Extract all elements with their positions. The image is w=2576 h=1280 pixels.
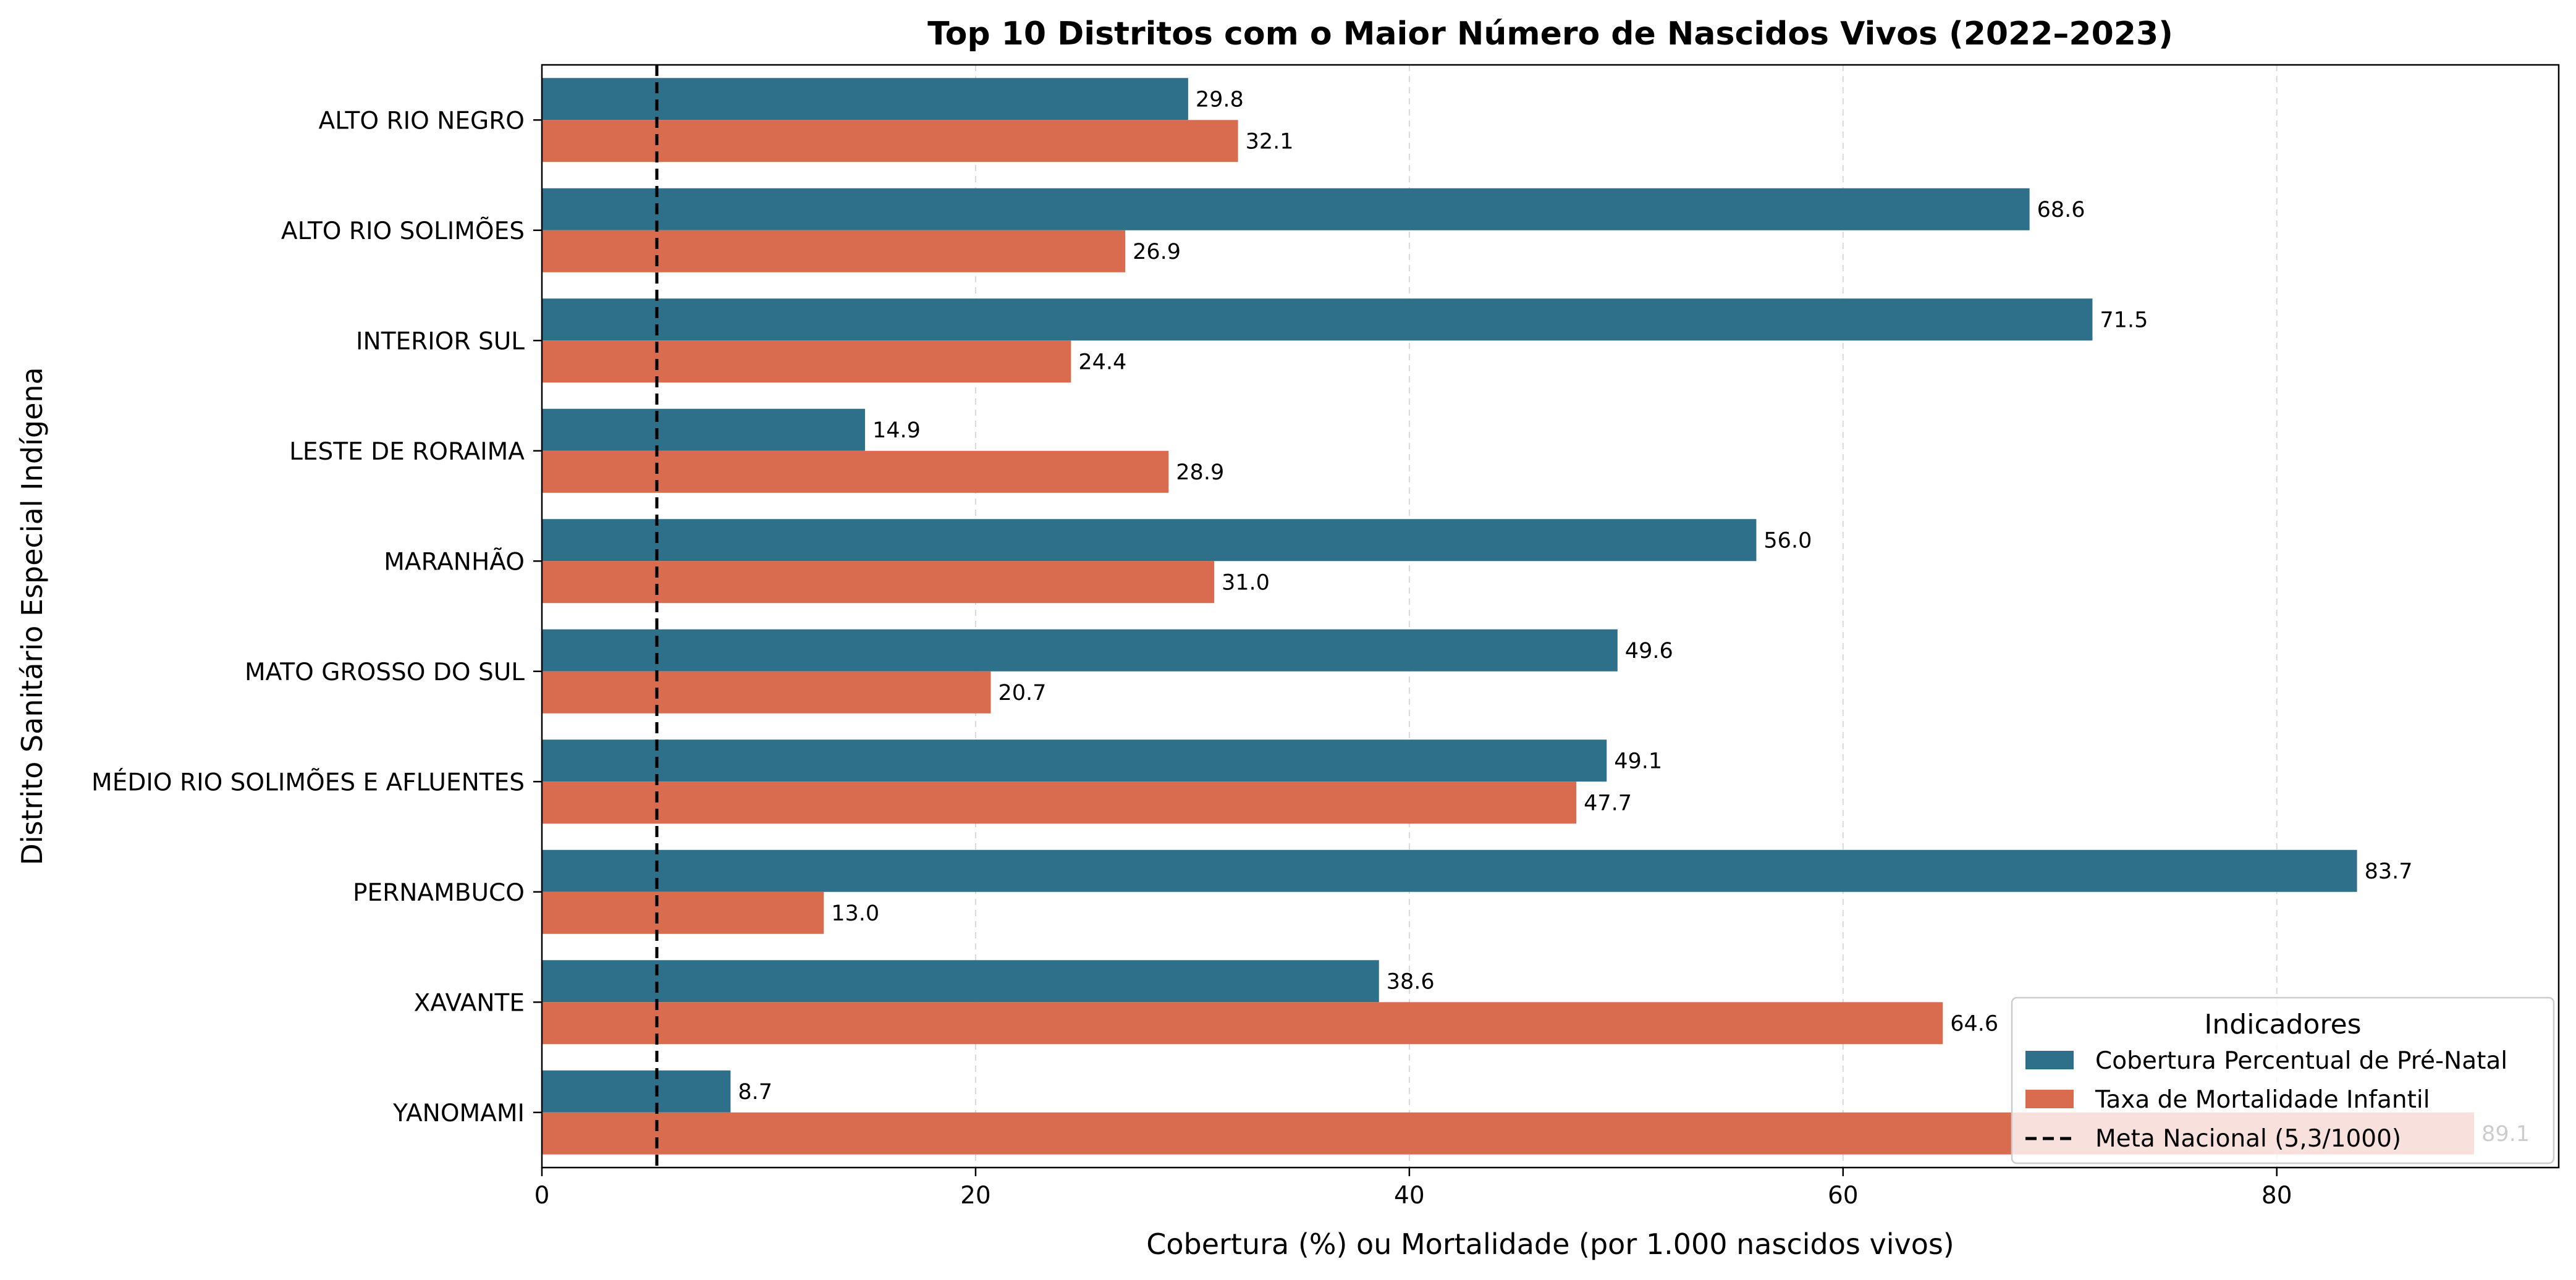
bar-prenatal-coverage bbox=[542, 188, 2030, 230]
data-label: 20.7 bbox=[999, 681, 1047, 705]
axes: 0 20 40 60 80 ALTO RIO NEGRO ALTO RIO SOLIMÕES… bbox=[91, 107, 2292, 1210]
x-axis-label: Cobertura (%) ou Mortalidade (por 1.000 … bbox=[1146, 1227, 1954, 1261]
bar-infant-mortality bbox=[542, 230, 1126, 272]
category-label: ALTO RIO NEGRO bbox=[319, 107, 525, 135]
bar-prenatal-coverage bbox=[542, 519, 1757, 562]
data-label: 38.6 bbox=[1387, 969, 1435, 994]
data-label: 68.6 bbox=[2037, 198, 2085, 222]
bar-infant-mortality bbox=[542, 120, 1238, 162]
legend-label-prenatal: Cobertura Percentual de Pré-Natal bbox=[2095, 1047, 2507, 1075]
bar-prenatal-coverage bbox=[542, 629, 1618, 672]
bar-infant-mortality bbox=[542, 450, 1169, 493]
data-label: 26.9 bbox=[1133, 240, 1181, 264]
data-label: 49.1 bbox=[1614, 749, 1662, 773]
bar-infant-mortality bbox=[542, 671, 991, 714]
legend-title: Indicadores bbox=[2204, 1009, 2361, 1040]
data-label: 47.7 bbox=[1584, 791, 1632, 815]
bar-infant-mortality bbox=[542, 561, 1214, 604]
category-label: LESTE DE RORAIMA bbox=[289, 438, 525, 466]
data-label: 29.8 bbox=[1196, 87, 1244, 112]
bar-infant-mortality bbox=[542, 781, 1577, 824]
data-label: 14.9 bbox=[872, 418, 921, 443]
data-label: 56.0 bbox=[1763, 528, 1812, 553]
data-label: 28.9 bbox=[1176, 460, 1224, 485]
x-tick-label: 60 bbox=[1828, 1182, 1859, 1210]
data-label: 49.6 bbox=[1625, 639, 1673, 663]
bar-prenatal-coverage bbox=[542, 739, 1607, 782]
bar-prenatal-coverage bbox=[542, 298, 2093, 341]
data-label: 32.1 bbox=[1246, 129, 1294, 154]
chart-title: Top 10 Distritos com o Maior Número de N… bbox=[927, 15, 2173, 53]
data-label: 24.4 bbox=[1078, 350, 1126, 374]
category-label: ALTO RIO SOLIMÕES bbox=[281, 216, 525, 245]
category-label: MÉDIO RIO SOLIMÕES E AFLUENTES bbox=[91, 767, 525, 796]
x-tick-label: 0 bbox=[534, 1182, 550, 1210]
category-label: INTERIOR SUL bbox=[356, 327, 525, 355]
legend-label-mortality: Taxa de Mortalidade Infantil bbox=[2095, 1086, 2430, 1114]
category-label: MARANHÃO bbox=[384, 547, 525, 576]
legend: Indicadores Cobertura Percentual de Pré-… bbox=[2011, 996, 2555, 1164]
data-label: 8.7 bbox=[738, 1080, 772, 1105]
bar-prenatal-coverage bbox=[542, 960, 1379, 1003]
category-label: PERNAMBUCO bbox=[353, 879, 525, 907]
plot-frame bbox=[541, 64, 2560, 1169]
data-label: 71.5 bbox=[2100, 308, 2148, 332]
legend-box bbox=[2011, 996, 2555, 1164]
legend-swatch-prenatal bbox=[2025, 1051, 2074, 1069]
x-tick-label: 20 bbox=[960, 1182, 991, 1210]
bar-prenatal-coverage bbox=[542, 408, 865, 451]
bar-prenatal-coverage bbox=[542, 1070, 731, 1113]
category-label: MATO GROSSO DO SUL bbox=[245, 659, 525, 686]
x-tick-label: 80 bbox=[2261, 1182, 2292, 1210]
bar-infant-mortality bbox=[542, 1002, 1943, 1045]
y-axis-label: Distrito Sanitário Especial Indígena bbox=[15, 367, 49, 865]
bar-infant-mortality bbox=[542, 340, 1071, 383]
bars bbox=[542, 78, 2475, 1155]
data-label: 13.0 bbox=[831, 901, 879, 926]
bar-infant-mortality bbox=[542, 891, 824, 934]
data-label: 83.7 bbox=[2365, 859, 2413, 884]
x-tick-label: 40 bbox=[1394, 1182, 1425, 1210]
legend-swatch-mortality bbox=[2025, 1090, 2074, 1108]
bar-prenatal-coverage bbox=[542, 849, 2357, 892]
legend-label-reference-line: Meta Nacional (5,3/1000) bbox=[2095, 1125, 2401, 1153]
category-label: XAVANTE bbox=[414, 989, 525, 1017]
data-label: 31.0 bbox=[1222, 570, 1270, 595]
category-label: YANOMAMI bbox=[392, 1100, 525, 1127]
data-label: 64.6 bbox=[1950, 1011, 1998, 1036]
bar-prenatal-coverage bbox=[542, 78, 1188, 120]
